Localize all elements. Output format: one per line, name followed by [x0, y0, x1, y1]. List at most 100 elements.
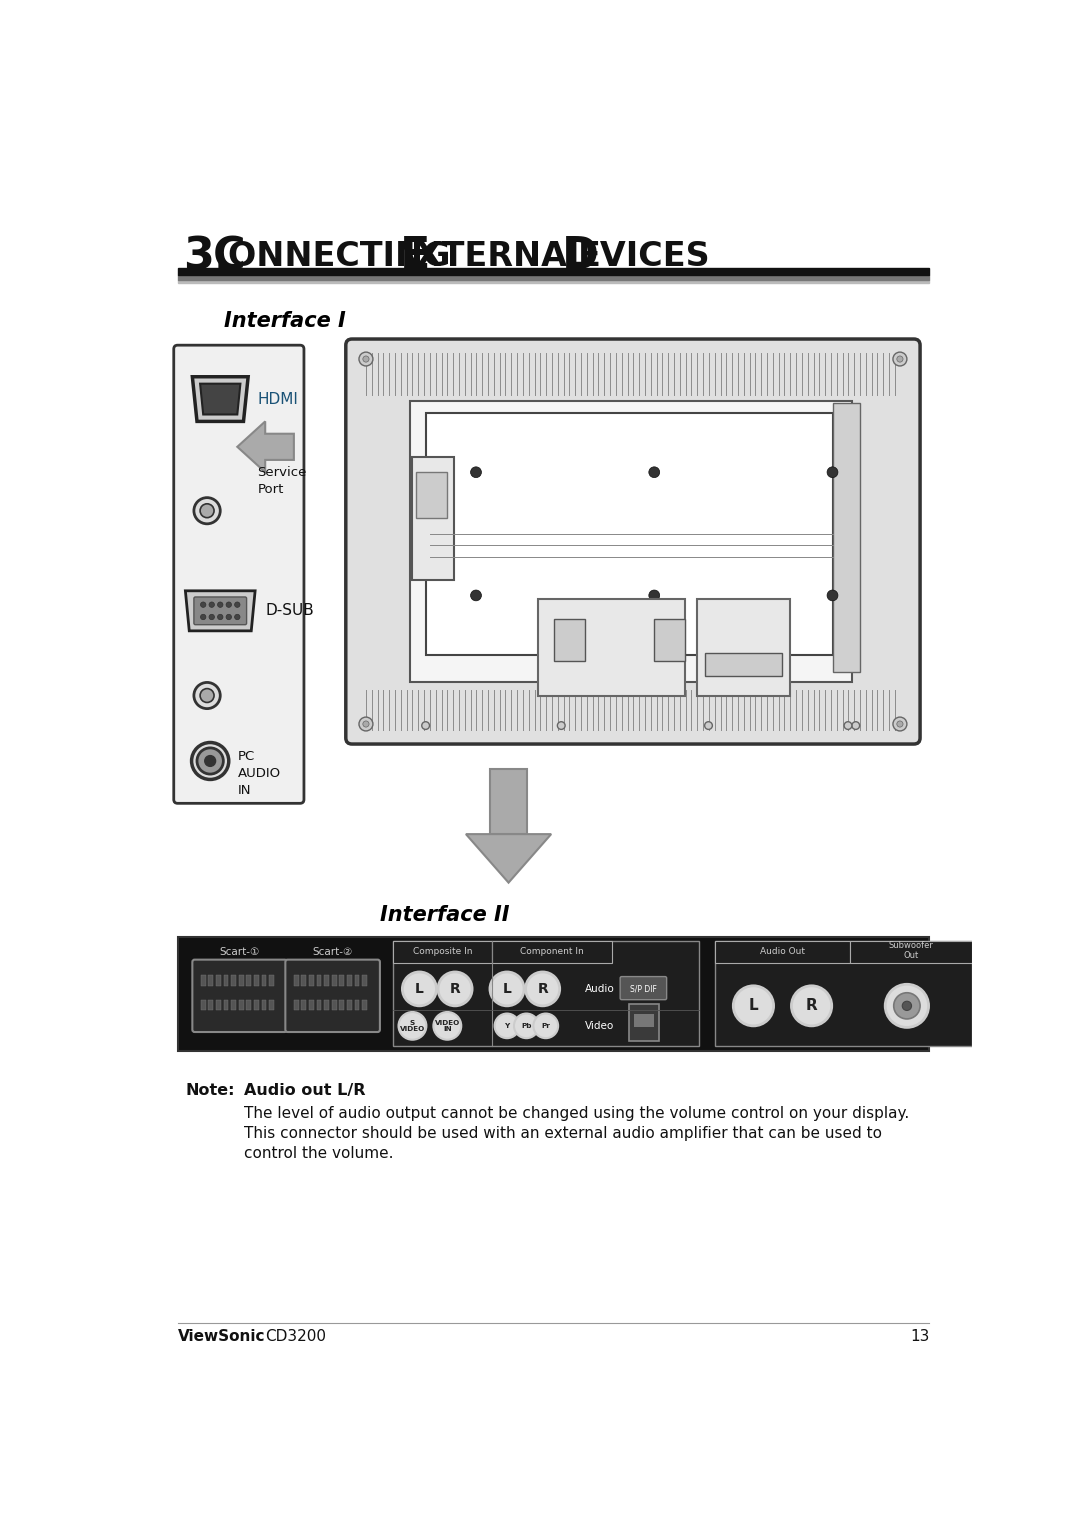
FancyBboxPatch shape [285, 960, 380, 1032]
Bar [208, 976, 213, 986]
Bar [850, 942, 972, 963]
FancyBboxPatch shape [620, 977, 666, 1000]
Circle shape [201, 615, 206, 619]
Bar [201, 976, 205, 986]
Bar [294, 976, 298, 986]
Bar [630, 1005, 659, 1041]
Text: HDMI: HDMI [257, 391, 298, 407]
Bar [254, 976, 259, 986]
Bar [697, 599, 789, 696]
Circle shape [896, 356, 903, 362]
Bar [410, 401, 852, 682]
Bar [833, 404, 860, 673]
Bar [201, 1000, 205, 1011]
Circle shape [827, 590, 838, 601]
Bar [654, 619, 685, 661]
Bar [393, 942, 492, 963]
Text: C: C [213, 235, 245, 278]
Circle shape [234, 615, 240, 619]
Circle shape [194, 682, 220, 708]
Bar [634, 1014, 654, 1026]
Text: CD3200: CD3200 [266, 1329, 326, 1344]
Text: L: L [748, 998, 758, 1014]
Text: ONNECTING: ONNECTING [228, 240, 462, 274]
Bar [347, 1000, 352, 1011]
FancyBboxPatch shape [192, 960, 287, 1032]
Bar [246, 1000, 251, 1011]
Bar [324, 976, 329, 986]
Text: D: D [562, 235, 599, 278]
Bar [316, 976, 322, 986]
Circle shape [422, 722, 430, 729]
Bar [332, 976, 337, 986]
Text: 3.: 3. [183, 235, 231, 278]
Circle shape [194, 497, 220, 524]
Bar [261, 976, 267, 986]
Circle shape [704, 722, 713, 729]
Text: 13: 13 [910, 1329, 930, 1344]
Circle shape [438, 972, 472, 1006]
Bar [269, 1000, 274, 1011]
Circle shape [363, 356, 369, 362]
Circle shape [201, 602, 206, 607]
Circle shape [200, 688, 214, 702]
Bar [490, 769, 527, 835]
Bar [362, 1000, 367, 1011]
Bar [239, 976, 243, 986]
Bar [177, 280, 930, 283]
Bar [416, 472, 446, 518]
Circle shape [827, 466, 838, 477]
Bar [239, 1000, 243, 1011]
Circle shape [886, 985, 929, 1027]
Text: Y: Y [504, 1023, 510, 1029]
Bar [216, 1000, 220, 1011]
Circle shape [792, 986, 832, 1026]
Text: Scart-①: Scart-① [219, 946, 260, 957]
Bar [309, 976, 313, 986]
Bar [301, 1000, 306, 1011]
Circle shape [649, 590, 660, 601]
Circle shape [205, 755, 216, 766]
Text: EVICES: EVICES [578, 240, 711, 274]
Text: Pr: Pr [541, 1023, 550, 1029]
Circle shape [226, 615, 231, 619]
Bar [332, 1000, 337, 1011]
Bar [224, 976, 228, 986]
Bar [231, 1000, 235, 1011]
Circle shape [363, 722, 369, 728]
FancyBboxPatch shape [174, 346, 303, 803]
Text: Interface I: Interface I [225, 310, 346, 330]
Bar [411, 457, 455, 579]
Circle shape [557, 722, 565, 729]
Text: Video: Video [585, 1021, 615, 1031]
Bar [554, 619, 584, 661]
Text: L: L [415, 982, 423, 995]
Bar [347, 976, 352, 986]
Bar [426, 413, 833, 656]
Circle shape [526, 972, 559, 1006]
Bar [231, 976, 235, 986]
Bar [246, 976, 251, 986]
Bar [309, 1000, 313, 1011]
Text: PC
AUDIO
IN: PC AUDIO IN [238, 751, 281, 797]
Bar [339, 976, 345, 986]
Circle shape [649, 466, 660, 477]
Circle shape [359, 352, 373, 365]
Bar [177, 937, 930, 1050]
Bar [354, 1000, 360, 1011]
Text: Service
Port: Service Port [257, 466, 307, 495]
Text: E: E [400, 235, 431, 278]
Bar [301, 976, 306, 986]
FancyBboxPatch shape [194, 596, 246, 625]
Bar [216, 976, 220, 986]
Bar [715, 942, 972, 1046]
Text: XTERNAL: XTERNAL [416, 240, 599, 274]
Text: Audio out L/R: Audio out L/R [243, 1083, 365, 1098]
Text: control the volume.: control the volume. [243, 1145, 393, 1161]
Bar [715, 942, 850, 963]
Circle shape [490, 972, 524, 1006]
Bar [261, 1000, 267, 1011]
Circle shape [534, 1014, 558, 1038]
Text: Pb: Pb [522, 1023, 531, 1029]
Circle shape [217, 602, 222, 607]
